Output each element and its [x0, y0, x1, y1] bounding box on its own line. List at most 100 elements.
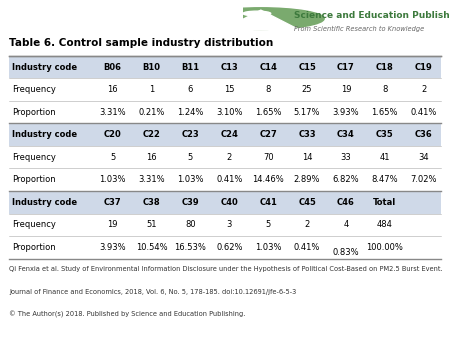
Text: C18: C18: [376, 63, 394, 72]
Bar: [93, 101, 132, 123]
Text: 8.47%: 8.47%: [372, 175, 398, 184]
Text: Total: Total: [373, 198, 396, 207]
Text: Proportion: Proportion: [13, 175, 56, 184]
Circle shape: [198, 8, 324, 29]
Bar: [365, 123, 404, 146]
Text: B06: B06: [104, 63, 122, 72]
Text: C27: C27: [259, 130, 277, 139]
Bar: [288, 146, 327, 168]
Bar: [404, 214, 443, 236]
Text: C38: C38: [143, 198, 160, 207]
Text: Science and Education Publishing: Science and Education Publishing: [294, 11, 450, 20]
Text: 1.65%: 1.65%: [255, 107, 281, 117]
Bar: [404, 101, 443, 123]
Text: 41: 41: [380, 153, 390, 162]
Text: C37: C37: [104, 198, 122, 207]
Text: Qi Fenxia et al. Study of Environmental Information Disclosure under the Hypothe: Qi Fenxia et al. Study of Environmental …: [9, 266, 443, 272]
Bar: [365, 191, 404, 214]
Bar: [327, 56, 365, 78]
Circle shape: [243, 11, 271, 16]
Bar: [132, 101, 171, 123]
Bar: [288, 101, 327, 123]
Text: 16.53%: 16.53%: [175, 243, 207, 252]
Bar: [93, 214, 132, 236]
Text: 2: 2: [421, 85, 426, 94]
Bar: [327, 236, 365, 259]
Bar: [9, 101, 93, 123]
Text: 1.65%: 1.65%: [372, 107, 398, 117]
Text: 8: 8: [382, 85, 387, 94]
Bar: [93, 191, 132, 214]
Bar: [132, 78, 171, 101]
Text: 5: 5: [266, 220, 271, 229]
Text: Industry code: Industry code: [13, 63, 77, 72]
Bar: [327, 123, 365, 146]
Bar: [93, 123, 132, 146]
Bar: [210, 101, 249, 123]
Bar: [132, 123, 171, 146]
Bar: [93, 78, 132, 101]
Bar: [288, 191, 327, 214]
Bar: [171, 214, 210, 236]
Bar: [93, 146, 132, 168]
Bar: [171, 236, 210, 259]
Bar: [404, 123, 443, 146]
Bar: [404, 146, 443, 168]
Text: 3.31%: 3.31%: [138, 175, 165, 184]
Text: 6.82%: 6.82%: [333, 175, 359, 184]
Bar: [288, 168, 327, 191]
Bar: [210, 191, 249, 214]
Bar: [9, 146, 93, 168]
Text: 16: 16: [108, 85, 118, 94]
Bar: [249, 56, 288, 78]
Bar: [288, 214, 327, 236]
Bar: [9, 168, 93, 191]
Text: 2.89%: 2.89%: [294, 175, 320, 184]
Bar: [288, 123, 327, 146]
Text: C24: C24: [220, 130, 238, 139]
Bar: [9, 236, 93, 259]
Bar: [249, 123, 288, 146]
Text: 34: 34: [418, 153, 429, 162]
Bar: [249, 146, 288, 168]
Bar: [9, 56, 93, 78]
Text: 14: 14: [302, 153, 312, 162]
Text: 10.54%: 10.54%: [136, 243, 167, 252]
Text: 19: 19: [108, 220, 118, 229]
Bar: [365, 236, 404, 259]
Text: 3: 3: [227, 220, 232, 229]
Text: 5: 5: [188, 153, 193, 162]
Bar: [210, 214, 249, 236]
Bar: [93, 56, 132, 78]
Text: 19: 19: [341, 85, 351, 94]
Text: C19: C19: [415, 63, 432, 72]
Text: C14: C14: [259, 63, 277, 72]
Text: 1.03%: 1.03%: [255, 243, 281, 252]
Text: 2: 2: [305, 220, 310, 229]
Text: C33: C33: [298, 130, 316, 139]
Bar: [249, 236, 288, 259]
Text: C46: C46: [337, 198, 355, 207]
Bar: [327, 78, 365, 101]
Text: Proportion: Proportion: [13, 107, 56, 117]
Bar: [249, 191, 288, 214]
Text: Table 6. Control sample industry distribution: Table 6. Control sample industry distrib…: [9, 38, 273, 48]
Bar: [132, 191, 171, 214]
Text: Industry code: Industry code: [13, 130, 77, 139]
Bar: [288, 56, 327, 78]
Text: B11: B11: [181, 63, 199, 72]
Text: C34: C34: [337, 130, 355, 139]
Bar: [365, 168, 404, 191]
Text: 5: 5: [110, 153, 115, 162]
Bar: [171, 123, 210, 146]
Bar: [171, 101, 210, 123]
Text: Industry code: Industry code: [13, 198, 77, 207]
Bar: [9, 214, 93, 236]
Text: 16: 16: [146, 153, 157, 162]
Text: 0.41%: 0.41%: [410, 107, 437, 117]
Text: 51: 51: [146, 220, 157, 229]
Bar: [404, 168, 443, 191]
Text: 3.10%: 3.10%: [216, 107, 243, 117]
Bar: [288, 236, 327, 259]
Bar: [327, 191, 365, 214]
